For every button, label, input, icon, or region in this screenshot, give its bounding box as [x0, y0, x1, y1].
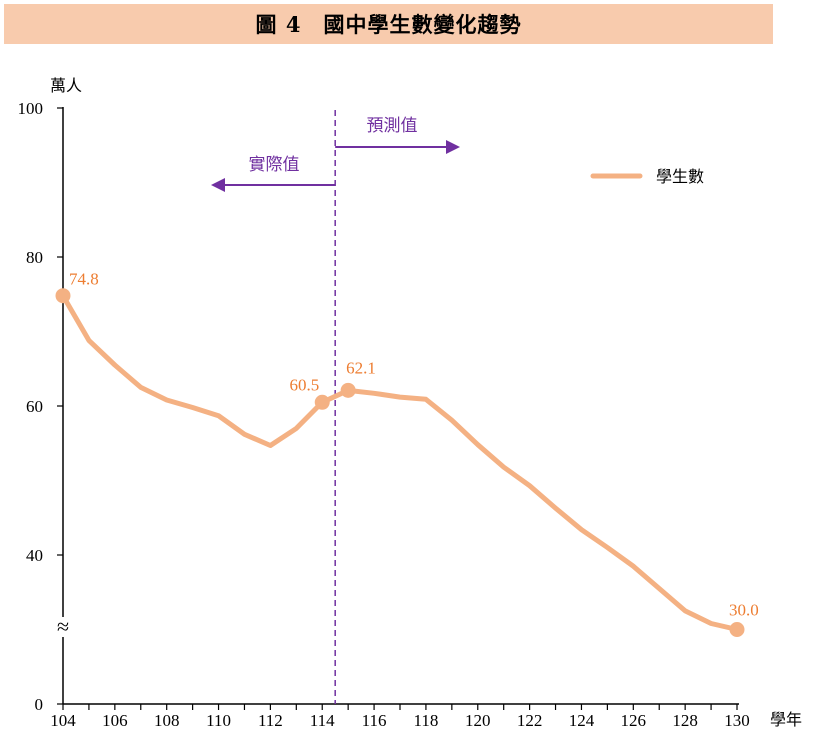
x-tick-label: 110 [206, 711, 231, 730]
y-tick-label: 40 [26, 546, 43, 565]
chart-title: 圖 4 國中學生數變化趨勢 [255, 12, 522, 37]
x-tick-label: 106 [102, 711, 128, 730]
y-axis-unit-label: 萬人 [50, 76, 82, 95]
x-tick-label: 120 [465, 711, 491, 730]
actual-label: 實際值 [249, 155, 300, 175]
legend: 學生數 [590, 167, 704, 186]
axes: ≈100 80 60 40 0 104 106 108 110 112 114 116 118 120 12… [18, 99, 750, 730]
x-tick-label: 126 [621, 711, 647, 730]
axis-break-mask [55, 617, 71, 637]
forecast-arrow-head [446, 140, 460, 154]
series-line-group [60, 293, 740, 632]
x-tick-label: 118 [413, 711, 438, 730]
data-label: 74.8 [69, 270, 99, 289]
data-label: 30.0 [729, 601, 759, 620]
x-tick-label: 124 [569, 711, 595, 730]
y-tick-label: 60 [26, 397, 43, 416]
x-tick-label: 114 [310, 711, 335, 730]
legend-label: 學生數 [656, 167, 704, 186]
data-label: 62.1 [346, 358, 376, 377]
x-tick-label: 112 [258, 711, 283, 730]
x-tick-label: 116 [362, 711, 387, 730]
chart-title-banner: 圖 4 國中學生數變化趨勢 [4, 4, 773, 44]
axis-break-symbol: ≈ [57, 614, 69, 639]
x-tick-label: 108 [154, 711, 180, 730]
x-tick-label: 128 [672, 711, 698, 730]
forecast-label: 預測值 [367, 116, 418, 136]
y-tick-label: 80 [26, 248, 43, 267]
y-tick-label: 100 [18, 99, 44, 118]
x-tick-label: 130 [724, 711, 750, 730]
data-label: 60.5 [289, 375, 319, 394]
data-point [729, 622, 745, 637]
y-tick-label: 0 [35, 695, 44, 714]
data-point [55, 288, 71, 304]
series-line-student-count [60, 293, 740, 632]
x-axis-unit-label: 學年 [770, 710, 802, 729]
actual-arrow-head [211, 178, 225, 192]
x-tick-label: 104 [50, 711, 76, 730]
highlight-points: 74.8 60.5 62.1 30.0 [55, 270, 759, 637]
data-point [340, 382, 356, 398]
x-tick-label: 122 [517, 711, 543, 730]
data-point [314, 394, 330, 410]
